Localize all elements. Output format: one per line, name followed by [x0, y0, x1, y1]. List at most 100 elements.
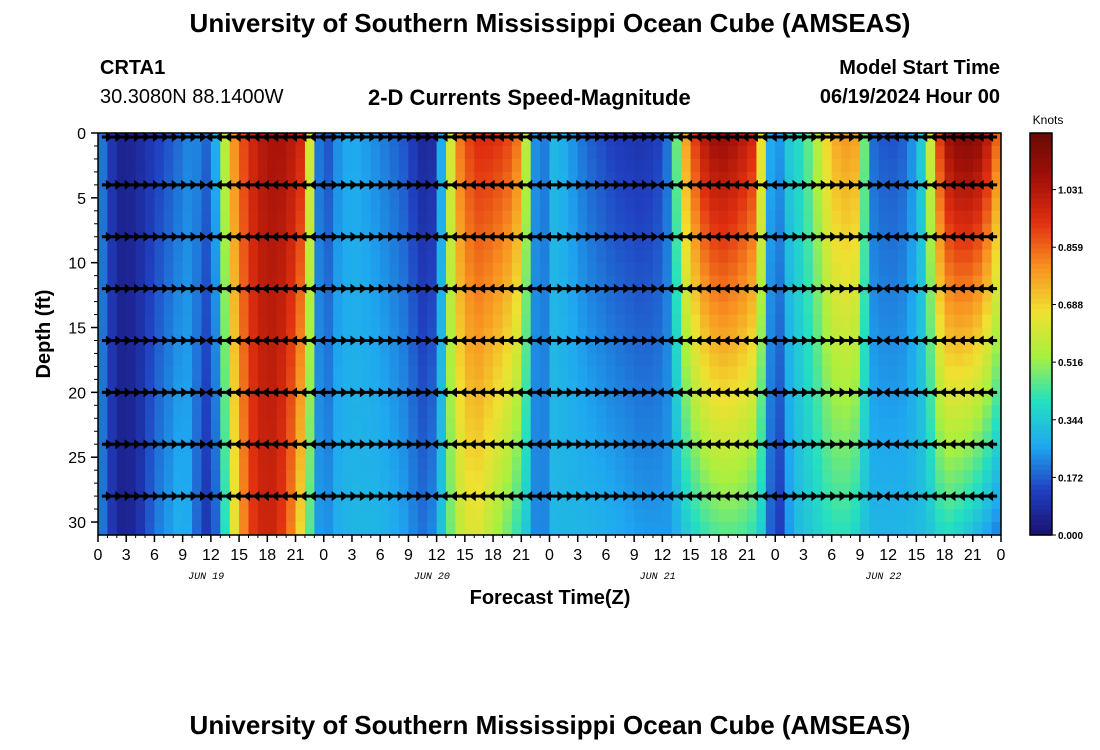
- heatmap-cell: [389, 301, 400, 316]
- heatmap-cell: [210, 431, 221, 445]
- heatmap-cell: [944, 418, 955, 432]
- heatmap-cell: [662, 133, 673, 147]
- heatmap-cell: [549, 470, 560, 484]
- heatmap-cell: [220, 223, 231, 238]
- arrow-head: [341, 231, 349, 242]
- heatmap-cell: [229, 145, 240, 160]
- heatmap-cell: [587, 288, 598, 303]
- heatmap-cell: [474, 509, 485, 523]
- heatmap-cell: [474, 340, 485, 355]
- arrow-head: [858, 283, 866, 294]
- heatmap-cell: [483, 249, 494, 264]
- current-arrow: [196, 179, 207, 190]
- heatmap-cell: [897, 496, 908, 510]
- heatmap-cell: [399, 418, 410, 432]
- heatmap-cell: [210, 379, 221, 393]
- heatmap-cell: [154, 197, 165, 212]
- heatmap-cell: [700, 197, 711, 212]
- current-arrow: [120, 439, 132, 450]
- heatmap-cell: [389, 379, 400, 393]
- heatmap-cell: [925, 327, 936, 342]
- heatmap-cell: [314, 314, 325, 329]
- heatmap-cell: [765, 327, 776, 342]
- heatmap-cell: [464, 145, 475, 160]
- arrow-head: [760, 179, 768, 190]
- heatmap-cell: [333, 184, 344, 199]
- arrow-head: [534, 439, 542, 450]
- heatmap-cell: [201, 444, 212, 458]
- current-arrow: [374, 491, 386, 502]
- heatmap-cell: [869, 431, 880, 445]
- heatmap-cell: [154, 509, 165, 523]
- arrow-head: [769, 439, 777, 450]
- heatmap-cell: [803, 327, 814, 342]
- heatmap-cell: [803, 418, 814, 432]
- heatmap-cell: [944, 522, 955, 536]
- heatmap-cell: [502, 327, 513, 342]
- heatmap-cell: [568, 496, 579, 510]
- heatmap-cell: [681, 470, 692, 484]
- current-arrow: [365, 491, 377, 502]
- heatmap-cell: [173, 301, 184, 316]
- heatmap-cell: [671, 418, 682, 432]
- heatmap-cell: [596, 262, 607, 277]
- heatmap-cell: [436, 158, 447, 173]
- current-arrow: [873, 439, 885, 450]
- heatmap-cell: [333, 405, 344, 419]
- heatmap-cell: [615, 288, 626, 303]
- heatmap-cell: [784, 275, 795, 290]
- heatmap-cell: [643, 405, 654, 419]
- heatmap-cell: [427, 262, 438, 277]
- heatmap-cell: [662, 496, 673, 510]
- heatmap-cell: [944, 249, 955, 264]
- heatmap-cell: [605, 275, 616, 290]
- heatmap-cell: [925, 353, 936, 368]
- heatmap-cell: [794, 392, 805, 406]
- current-arrow: [600, 132, 612, 142]
- heatmap-cell: [427, 184, 438, 199]
- heatmap-cell: [972, 444, 983, 458]
- arrow-head: [849, 491, 856, 502]
- heatmap-cell: [916, 145, 927, 160]
- arrow-head: [783, 231, 791, 242]
- heatmap-cell: [163, 210, 174, 225]
- heatmap-cell: [831, 133, 842, 147]
- heatmap-cell: [267, 522, 278, 536]
- heatmap-cell: [906, 353, 917, 368]
- heatmap-cell: [982, 314, 993, 329]
- heatmap-cell: [304, 223, 315, 238]
- current-arrow: [412, 231, 424, 242]
- heatmap-cell: [897, 262, 908, 277]
- heatmap-cell: [916, 210, 927, 225]
- heatmap-cell: [248, 522, 259, 536]
- current-arrow: [609, 491, 621, 502]
- heatmap-cell: [662, 405, 673, 419]
- heatmap-cell: [493, 171, 504, 186]
- current-arrow: [158, 283, 170, 294]
- heatmap-cell: [314, 197, 325, 212]
- heatmap-cell: [239, 236, 250, 251]
- heatmap-cell: [370, 496, 381, 510]
- heatmap-cell: [370, 210, 381, 225]
- heatmap-cell: [869, 509, 880, 523]
- heatmap-cell: [775, 444, 786, 458]
- heatmap-cell: [972, 158, 983, 173]
- heatmap-cell: [229, 418, 240, 432]
- heatmap-cell: [690, 275, 701, 290]
- heatmap-cell: [464, 262, 475, 277]
- arrow-head: [867, 283, 875, 294]
- heatmap-cell: [229, 262, 240, 277]
- heatmap-cell: [173, 314, 184, 329]
- heatmap-cell: [925, 275, 936, 290]
- heatmap-cell: [511, 457, 522, 471]
- heatmap-cell: [558, 379, 569, 393]
- heatmap-cell: [314, 327, 325, 342]
- heatmap-cell: [718, 431, 729, 445]
- heatmap-cell: [747, 496, 758, 510]
- arrow-head: [515, 387, 523, 398]
- arrow-head: [496, 439, 504, 450]
- arrow-head: [496, 387, 504, 398]
- heatmap-cell: [888, 288, 899, 303]
- heatmap-cell: [737, 210, 748, 225]
- heatmap-cell: [652, 353, 663, 368]
